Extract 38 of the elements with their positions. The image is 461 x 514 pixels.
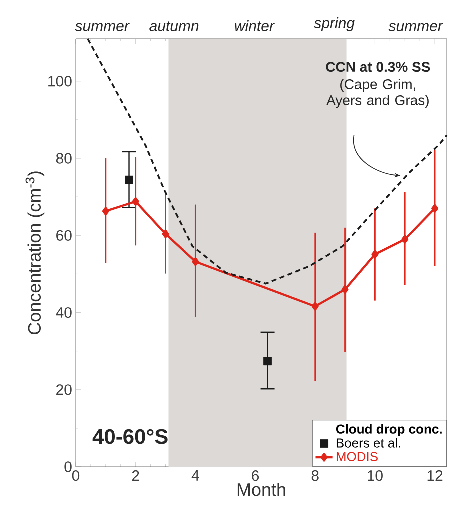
point xyxy=(125,176,134,184)
x-tick-label: 4 xyxy=(192,470,200,481)
point xyxy=(342,285,349,294)
point xyxy=(192,258,200,266)
y-axis-title: Concentration (cm$^{-3}$) xyxy=(26,172,45,334)
legend-label: MODIS xyxy=(336,452,378,462)
y-tick-label: 100 xyxy=(48,76,72,87)
x-tick-label: 2 xyxy=(132,470,140,482)
x-tick-label: 10 xyxy=(368,470,383,482)
point xyxy=(432,204,439,213)
x-tick-label: 6 xyxy=(252,470,260,482)
text: summer xyxy=(388,23,444,32)
point xyxy=(372,250,379,259)
point xyxy=(132,197,140,206)
annotation: 40-60°S xyxy=(92,429,168,444)
annotation: CCN at 0.3% SS xyxy=(326,62,430,72)
text: winter xyxy=(235,20,275,32)
y-tick-label: 20 xyxy=(56,384,72,396)
y-tick-label: 80 xyxy=(56,153,72,164)
y-tick-label: 60 xyxy=(56,230,72,241)
x-tick-label: 0 xyxy=(72,470,80,482)
point xyxy=(402,235,409,244)
annotation: (Cape Grim, Ayers and Gras) xyxy=(326,79,429,108)
point xyxy=(162,230,170,238)
x-tick-label: 12 xyxy=(428,470,443,482)
legend-title: Cloud drop conc. xyxy=(336,424,442,436)
text: autumn xyxy=(150,22,199,32)
text: summer xyxy=(75,23,130,32)
x-axis-title: Month xyxy=(238,483,286,496)
legend-label: Boers et al. xyxy=(336,438,400,448)
point xyxy=(312,302,319,311)
text: spring xyxy=(314,17,355,32)
line-series xyxy=(87,38,448,285)
y-tick-label: 40 xyxy=(56,307,72,318)
point xyxy=(102,207,110,216)
y-tick-label: 0 xyxy=(64,462,72,472)
x-tick-label: 8 xyxy=(312,470,319,482)
point xyxy=(264,357,272,366)
